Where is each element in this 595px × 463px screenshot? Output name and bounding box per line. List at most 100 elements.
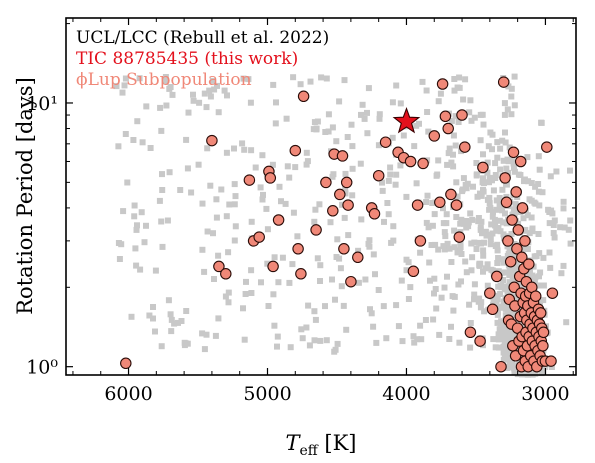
background-square-777 bbox=[136, 75, 143, 82]
background-square-770 bbox=[358, 216, 365, 223]
background-square-1127 bbox=[535, 231, 542, 237]
background-square-823 bbox=[450, 132, 457, 139]
subpopulation-point-80 bbox=[516, 202, 529, 214]
background-square-792 bbox=[183, 136, 190, 143]
background-square-1286 bbox=[538, 119, 545, 126]
background-square-711 bbox=[306, 342, 313, 349]
background-square-916 bbox=[417, 322, 424, 329]
background-square-516 bbox=[532, 370, 539, 377]
background-square-778 bbox=[139, 139, 146, 146]
subpopulation-point-60 bbox=[504, 255, 517, 268]
background-square-331 bbox=[500, 231, 507, 238]
background-square-804 bbox=[500, 157, 507, 164]
subpopulation-point-12 bbox=[292, 243, 304, 255]
background-square-931 bbox=[286, 174, 293, 181]
background-square-737 bbox=[322, 129, 329, 135]
background-square-1015 bbox=[275, 279, 282, 286]
background-square-873 bbox=[183, 308, 190, 314]
background-square-1009 bbox=[500, 330, 507, 337]
background-square-965 bbox=[364, 130, 371, 137]
background-square-685 bbox=[365, 85, 372, 92]
background-square-867 bbox=[195, 161, 202, 168]
background-square-852 bbox=[132, 245, 139, 252]
background-square-723 bbox=[167, 311, 174, 318]
background-square-818 bbox=[349, 143, 356, 150]
background-square-1190 bbox=[536, 250, 543, 257]
background-square-1218 bbox=[478, 240, 484, 247]
background-square-1174 bbox=[561, 224, 568, 231]
background-square-1123 bbox=[490, 296, 497, 303]
background-square-1200 bbox=[481, 239, 488, 246]
background-square-1039 bbox=[387, 164, 394, 171]
background-square-881 bbox=[252, 164, 259, 171]
background-square-815 bbox=[414, 336, 421, 343]
background-square-1196 bbox=[550, 230, 557, 236]
background-square-773 bbox=[113, 83, 120, 90]
background-square-212 bbox=[500, 277, 507, 283]
background-square-971 bbox=[121, 82, 128, 89]
background-square-811 bbox=[376, 115, 383, 122]
background-square-1164 bbox=[463, 185, 470, 192]
background-square-939 bbox=[505, 83, 512, 90]
background-square-951 bbox=[150, 315, 156, 322]
background-square-699 bbox=[175, 319, 181, 326]
background-square-1003 bbox=[411, 143, 418, 150]
background-square-1038 bbox=[357, 160, 364, 167]
background-square-809 bbox=[232, 223, 239, 230]
background-square-1130 bbox=[458, 251, 465, 257]
background-square-658 bbox=[259, 196, 266, 203]
background-square-860 bbox=[339, 201, 346, 208]
subpopulation-point-121 bbox=[537, 326, 550, 339]
background-square-1268 bbox=[504, 253, 511, 259]
subpopulation-point-41 bbox=[442, 122, 454, 135]
background-square-1108 bbox=[489, 213, 496, 220]
subpopulation-point-9 bbox=[267, 260, 279, 273]
background-square-827 bbox=[452, 113, 459, 120]
subpopulation-point-71 bbox=[512, 224, 525, 236]
background-square-1032 bbox=[344, 134, 351, 140]
background-square-800 bbox=[338, 283, 345, 290]
background-square-718 bbox=[480, 121, 487, 128]
background-square-1258 bbox=[492, 160, 499, 167]
background-square-1088 bbox=[440, 205, 446, 212]
background-square-413 bbox=[490, 336, 497, 343]
background-square-1215 bbox=[496, 217, 503, 224]
background-square-853 bbox=[225, 289, 232, 296]
background-square-953 bbox=[342, 190, 349, 197]
background-square-846 bbox=[159, 243, 166, 250]
background-square-1045 bbox=[336, 98, 343, 105]
background-square-682 bbox=[203, 331, 210, 338]
background-square-794 bbox=[264, 226, 271, 233]
background-square-1152 bbox=[512, 295, 519, 302]
background-square-1018 bbox=[207, 182, 214, 189]
background-square-831 bbox=[505, 169, 512, 176]
background-square-588 bbox=[511, 363, 518, 370]
background-square-502 bbox=[497, 291, 504, 297]
background-square-697 bbox=[466, 301, 473, 308]
background-square-1312 bbox=[512, 201, 519, 208]
subpopulation-point-6 bbox=[253, 231, 265, 243]
background-square-1134 bbox=[535, 181, 542, 187]
background-square-915 bbox=[248, 267, 255, 274]
subpopulation-point-45 bbox=[456, 109, 468, 121]
background-square-269 bbox=[536, 273, 542, 280]
background-square-1275 bbox=[497, 166, 504, 173]
background-square-992 bbox=[196, 99, 203, 106]
background-square-532 bbox=[504, 311, 511, 318]
background-square-914 bbox=[495, 331, 502, 338]
subpopulation-point-55 bbox=[499, 172, 511, 184]
subpopulation-point-51 bbox=[486, 303, 499, 316]
background-square-691 bbox=[162, 74, 169, 80]
background-square-626 bbox=[537, 269, 544, 276]
background-square-1047 bbox=[317, 337, 324, 344]
background-square-720 bbox=[419, 78, 426, 85]
background-square-674 bbox=[141, 239, 148, 246]
background-square-1315 bbox=[469, 216, 476, 223]
background-square-692 bbox=[134, 118, 141, 125]
background-square-665 bbox=[231, 237, 238, 244]
background-square-1034 bbox=[418, 336, 425, 343]
background-square-1006 bbox=[222, 293, 229, 300]
background-square-789 bbox=[381, 218, 387, 225]
background-square-1316 bbox=[546, 209, 553, 215]
background-square-652 bbox=[392, 181, 399, 188]
